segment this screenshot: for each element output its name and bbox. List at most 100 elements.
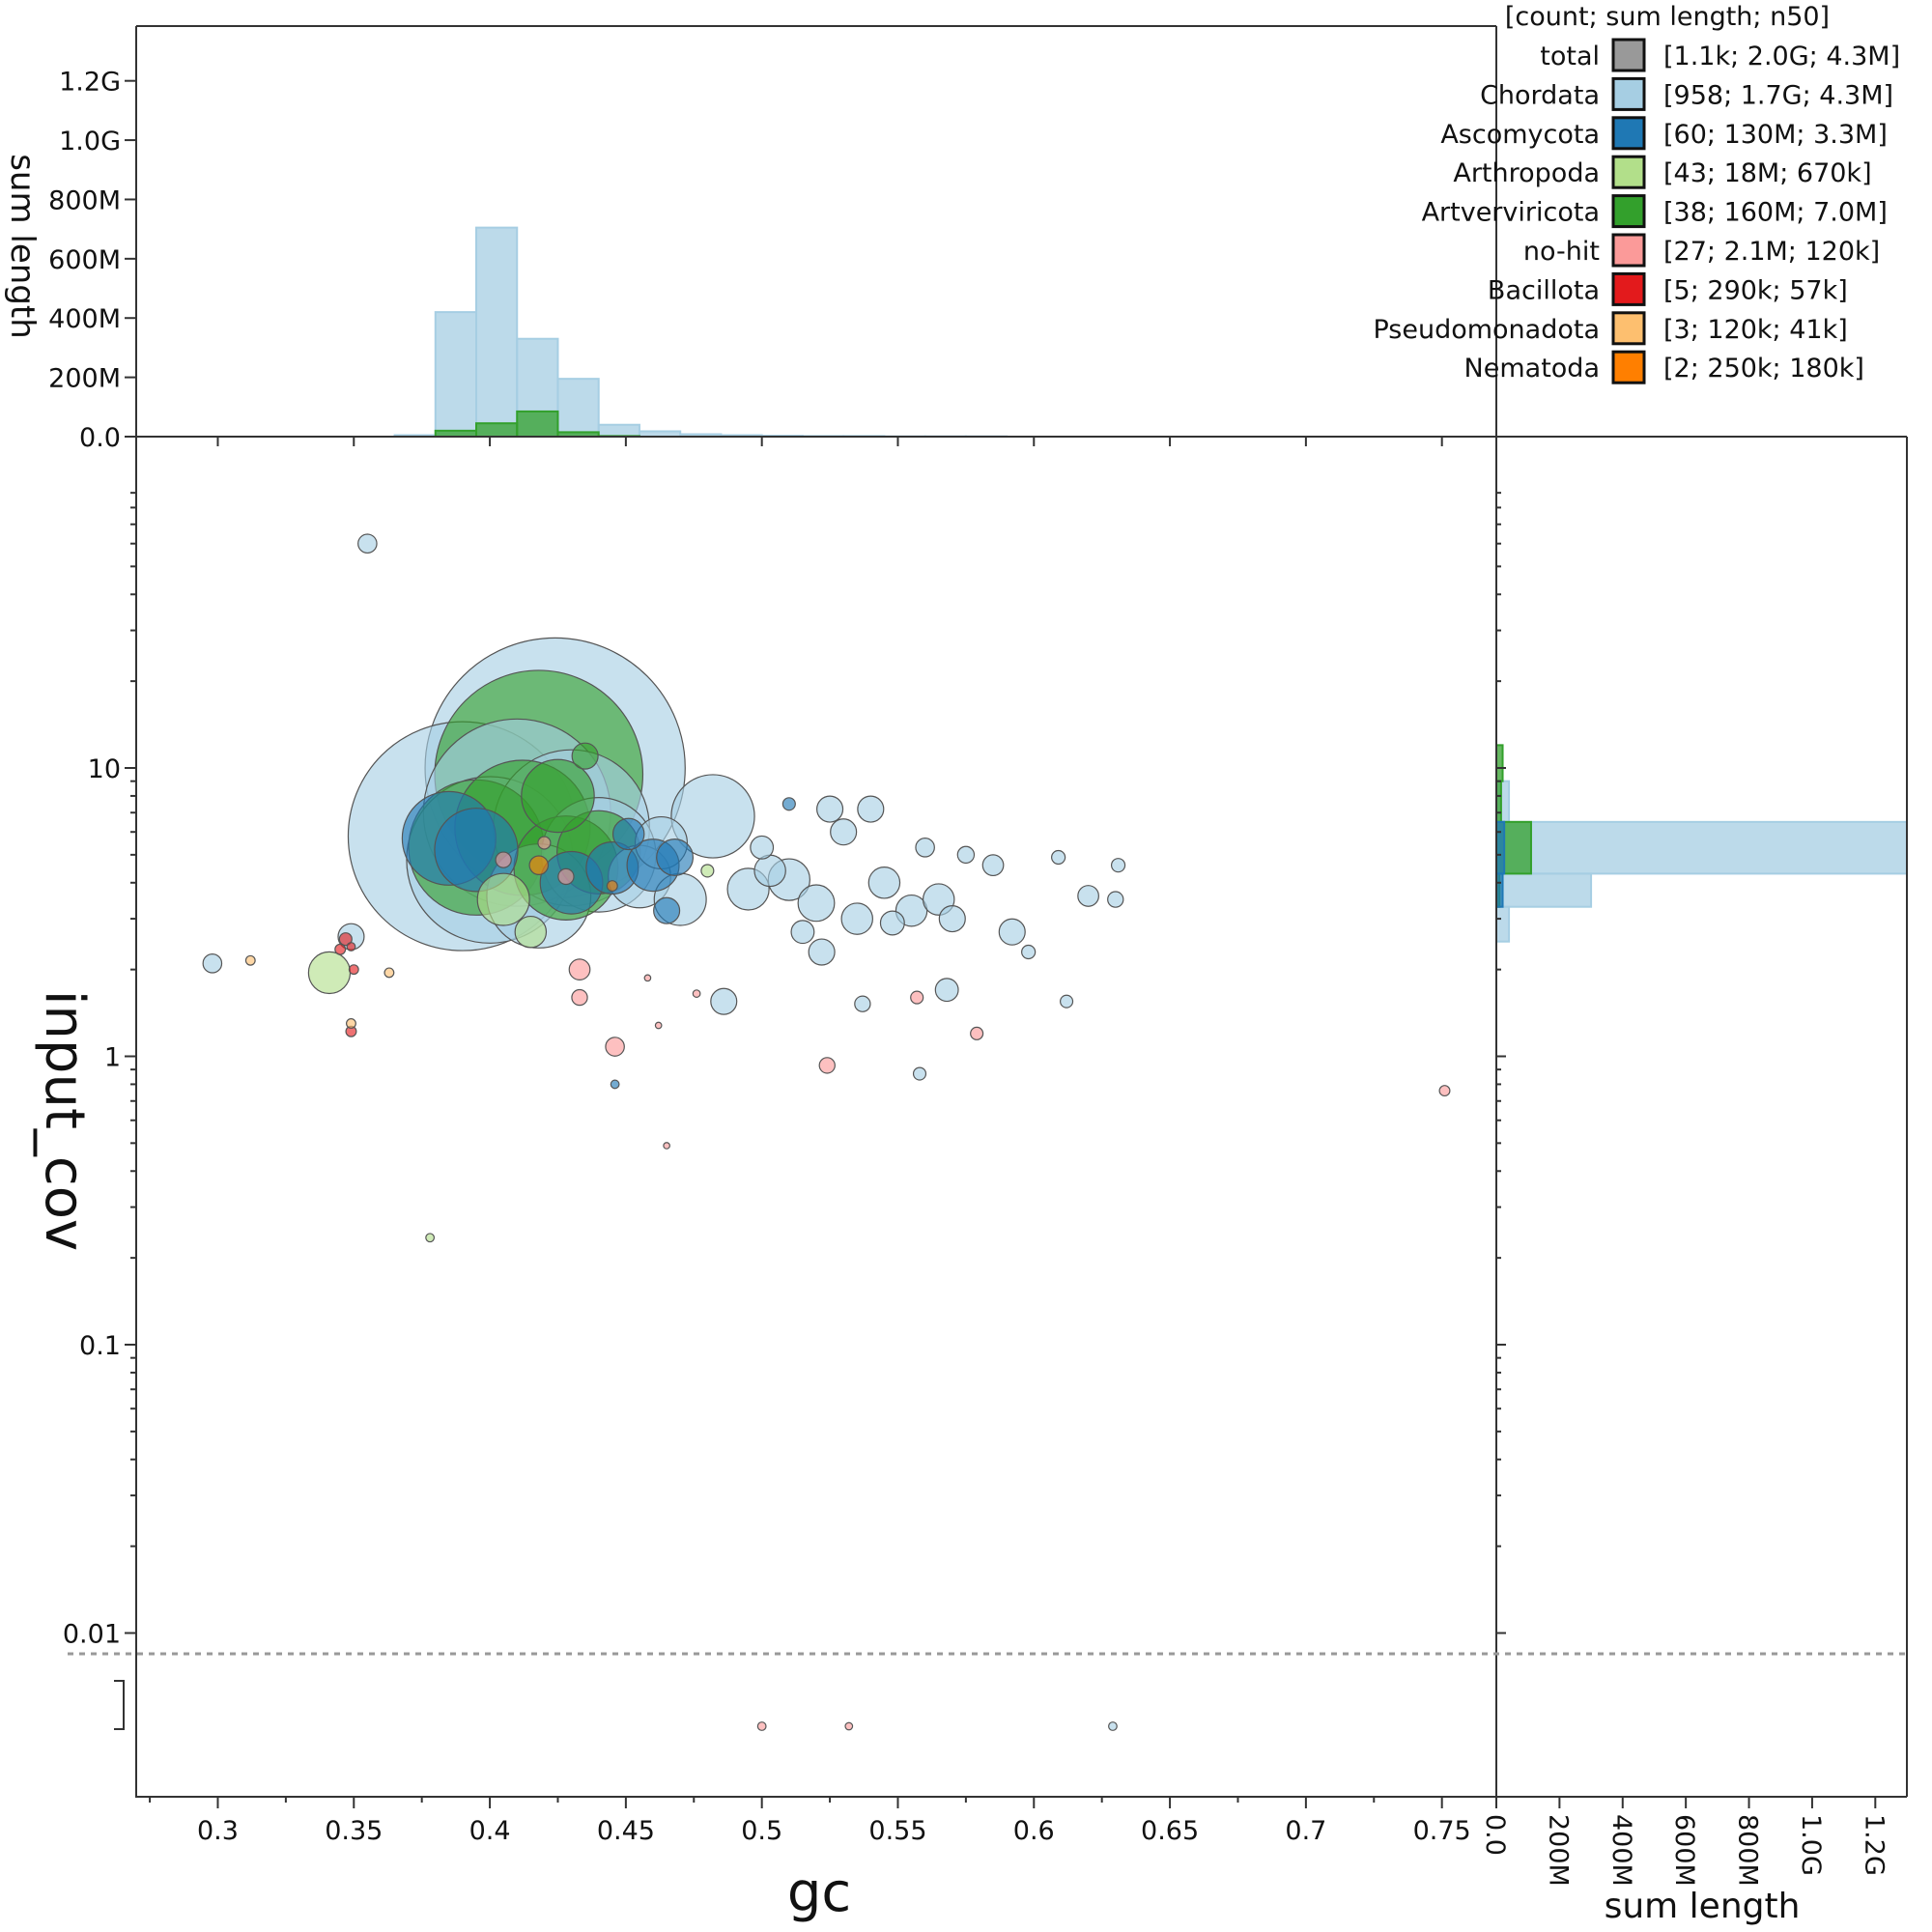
right-hist-x-tick-label: 600M: [1669, 1814, 1699, 1887]
point-chordata: [912, 1066, 927, 1081]
point-ascomycota: [610, 1079, 620, 1090]
point-no-hit: [571, 988, 588, 1007]
right-hist-x-tick-label: 200M: [1543, 1814, 1573, 1887]
point-pseudomonadota: [346, 1018, 356, 1029]
point-chordata: [1051, 849, 1066, 866]
point-no-hit: [643, 974, 652, 982]
point-no-hit: [663, 1142, 670, 1150]
point-chordata: [710, 987, 738, 1015]
top-hist-bar-artverviricota: [475, 422, 519, 439]
scatter-points: [202, 533, 1451, 1731]
top-hist-y-tick-label: 0.0: [79, 423, 121, 453]
point-chordata: [857, 795, 885, 823]
top-hist-y-tick-label: 1.2G: [59, 68, 121, 98]
point-chordata: [956, 845, 976, 865]
legend-stats-total: [1.1k; 2.0G; 4.3M]: [1663, 42, 1900, 71]
y-tick-label: 0.01: [63, 1620, 121, 1650]
point-chordata: [790, 920, 815, 945]
point-ascomycota: [653, 896, 681, 924]
point-arthropoda: [700, 864, 715, 878]
point-no-hit: [495, 851, 512, 868]
point-chordata: [934, 978, 959, 1003]
point-arthropoda: [307, 951, 352, 995]
point-chordata: [998, 918, 1026, 946]
point-no-hit: [910, 990, 924, 1005]
right-hist-bar-chordata: [1495, 872, 1593, 908]
legend-stats-arthropoda: [43; 18M; 670k]: [1663, 158, 1872, 188]
legend-label-pseudomonadota: Pseudomonadota: [1373, 315, 1600, 345]
legend-swatch-nematoda: [1611, 350, 1646, 384]
legend-label-chordata: Chordata: [1480, 80, 1600, 110]
top-hist-bar-artverviricota: [516, 410, 559, 438]
legend-swatch-no-hit: [1611, 233, 1646, 268]
x-tick-label: 0.4: [469, 1816, 511, 1846]
point-chordata: [1060, 994, 1074, 1009]
y-tick-label: 10: [88, 754, 121, 784]
legend-stats-artverviricota: [38; 160M; 7.0M]: [1663, 198, 1888, 228]
right-hist-bar-chordata: [1495, 820, 1908, 875]
point-arthropoda: [514, 915, 548, 949]
point-ascomycota: [656, 838, 695, 876]
x-axis-label: gc: [787, 1861, 851, 1924]
legend-stats-ascomycota: [60; 130M; 3.3M]: [1663, 120, 1888, 150]
legend-swatch-arthropoda: [1611, 155, 1646, 189]
point-chordata: [1107, 891, 1124, 908]
point-chordata: [750, 835, 775, 860]
legend-stats-no-hit: [27; 2.1M; 120k]: [1663, 237, 1880, 267]
right-hist-x-tick-label: 0.0: [1480, 1814, 1510, 1856]
point-chordata: [867, 867, 901, 899]
y-tick-label: 1: [104, 1043, 121, 1073]
point-no-hit: [692, 989, 701, 998]
top-hist-y-tick-label: 600M: [48, 245, 121, 275]
right-hist-x-tick-label: 400M: [1606, 1814, 1636, 1887]
point-chordata: [879, 910, 905, 936]
top-hist-y-tick-label: 200M: [48, 364, 121, 394]
y-tick-label: 0.1: [79, 1331, 121, 1361]
legend-label-bacillota: Bacillota: [1488, 275, 1600, 305]
point-bacillota: [348, 964, 359, 976]
x-tick-label: 0.3: [197, 1816, 239, 1846]
point-chordata: [854, 995, 871, 1012]
point-nematoda: [606, 880, 618, 893]
legend-swatch-ascomycota: [1611, 116, 1646, 151]
point-chordata: [938, 905, 966, 933]
point-no-hit: [1438, 1085, 1451, 1097]
top-histogram-axis-label: sum length: [3, 154, 42, 339]
point-chordata: [816, 795, 844, 823]
legend-label-nematoda: Nematoda: [1464, 354, 1600, 384]
point-artverviricota: [571, 742, 599, 770]
point-bacillota: [338, 932, 353, 947]
point-bacillota: [346, 942, 356, 952]
legend-swatch-total: [1611, 38, 1646, 72]
point-pseudomonadota: [244, 954, 256, 966]
legend-swatch-artverviricota: [1611, 194, 1646, 229]
tick-labels: 0.3 0.35 0.4 0.45 0.5 0.55 0.6 0.65 0.7 0.750.010…: [48, 68, 1889, 1887]
top-hist-bar-chordata: [434, 311, 478, 439]
point-chordata: [1077, 885, 1099, 907]
point-no-hit: [654, 1021, 663, 1030]
point-chordata: [840, 902, 873, 935]
point-no-hit: [605, 1037, 625, 1057]
right-hist-bar-chordata: [1495, 905, 1511, 943]
legend-header: [count; sum length; n50]: [1505, 2, 1830, 32]
point-chordata: [981, 854, 1005, 877]
point-chordata: [1110, 858, 1126, 873]
point-no-hit: [537, 836, 552, 850]
y-axis-label: input_cov: [33, 990, 96, 1251]
legend-label-arthropoda: Arthropoda: [1453, 158, 1600, 188]
top-hist-y-tick-label: 400M: [48, 304, 121, 334]
legend-swatch-bacillota: [1611, 271, 1646, 306]
legend-label-no-hit: no-hit: [1523, 237, 1600, 267]
top-hist-bar-chordata: [597, 423, 640, 439]
x-tick-label: 0.35: [325, 1816, 383, 1846]
top-histogram: [393, 226, 1009, 439]
point-no-hit: [756, 1721, 767, 1731]
point-chordata: [797, 884, 836, 923]
point-chordata: [357, 533, 378, 554]
right-hist-bar-ascomycota: [1495, 820, 1506, 875]
x-tick-label: 0.55: [868, 1816, 926, 1846]
legend-label-total: total: [1540, 42, 1600, 71]
top-hist-bar-chordata: [475, 226, 519, 438]
legend-label-artverviricota: Artverviricota: [1422, 198, 1600, 228]
